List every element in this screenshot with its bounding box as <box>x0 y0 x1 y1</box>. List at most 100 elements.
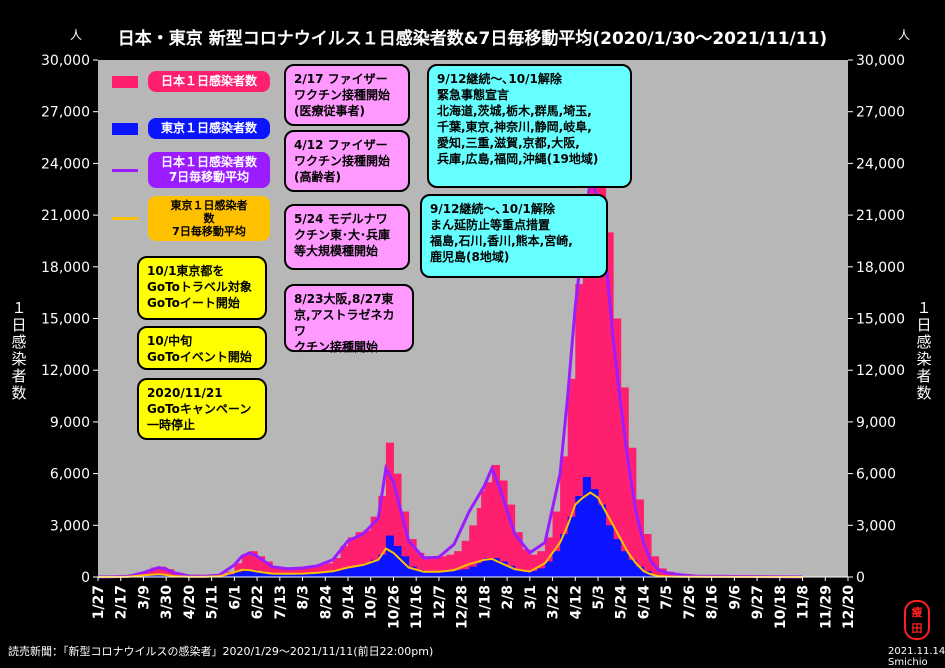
y-tick-label: 12,000 <box>856 363 905 379</box>
x-tick-label: 5/24 <box>614 585 630 620</box>
bar <box>598 504 607 577</box>
note-astrazeneca: 8/23大阪,8/27東 京,アストラゼネカワ クチン接種開始 <box>284 284 414 354</box>
bar <box>522 571 531 577</box>
bar <box>438 556 447 577</box>
bar <box>628 559 637 577</box>
bar <box>476 508 485 577</box>
x-tick-label: 7/13 <box>273 585 289 619</box>
legend-swatch <box>112 122 138 135</box>
x-tick-label: 3/1 <box>523 585 539 610</box>
bar <box>158 566 167 577</box>
bar <box>522 549 531 577</box>
note-goto-travel: 10/1東京都を GoToトラベル対象 GoToイート開始 <box>137 256 267 320</box>
bar <box>264 572 273 577</box>
y-tick-label: 6,000 <box>856 467 896 483</box>
x-tick-label: 3/30 <box>159 585 175 620</box>
x-tick-label: 3/22 <box>546 585 562 619</box>
x-axis-ticks: 1/27 2/17 3/9 3/30 4/20 5/11 6/1 6/22 7/13 8/3 8/2… <box>91 576 857 629</box>
bar <box>249 569 258 577</box>
bar <box>590 132 599 577</box>
note-moderna: 5/24 モデルナワ クチン東･大･兵庫 等大規模種開始 <box>284 204 410 270</box>
bar <box>317 564 326 577</box>
bar <box>590 489 599 577</box>
left-y-unit: 人 <box>70 28 83 42</box>
legend-japan-average: 日本１日感染者数 7日毎移動平均 <box>112 152 270 188</box>
bar <box>264 561 273 577</box>
bar <box>529 554 538 577</box>
bar <box>401 511 410 577</box>
y-tick-label: 18,000 <box>41 260 90 276</box>
bar <box>317 572 326 577</box>
bar <box>514 569 523 577</box>
y-tick-label: 30,000 <box>856 53 905 69</box>
bar <box>454 570 463 577</box>
note-goto-event: 10/中旬 GoToイベント開始 <box>137 326 267 370</box>
tokyo-daily-bars <box>105 477 713 577</box>
legend-label: 日本１日感染者数 7日毎移動平均 <box>148 152 270 188</box>
bar <box>560 456 569 577</box>
bar <box>363 563 372 577</box>
bar <box>325 572 334 577</box>
bar <box>446 570 455 577</box>
x-tick-label: 11/29 <box>818 585 834 629</box>
bar <box>635 566 644 577</box>
legend-label: 日本１日感染者数 <box>148 71 270 92</box>
bar <box>605 232 614 578</box>
bar <box>416 552 425 577</box>
bar <box>340 568 349 577</box>
bar <box>461 569 470 577</box>
bar <box>560 533 569 577</box>
bar <box>272 573 281 577</box>
x-tick-label: 2/8 <box>500 585 516 610</box>
bar <box>423 556 432 577</box>
legend-swatch <box>112 217 138 220</box>
bar <box>340 545 349 577</box>
bar <box>598 163 607 577</box>
bar <box>620 551 629 577</box>
x-tick-label: 5/3 <box>591 585 607 610</box>
author-date: 2021.11.14 Smichio <box>888 646 945 668</box>
bar <box>158 574 167 577</box>
bar <box>476 563 485 577</box>
y-tick-label: 12,000 <box>41 363 90 379</box>
left-y-axis-label: １日感染者数 <box>11 299 27 402</box>
bar <box>355 532 364 577</box>
legend-japan-daily: 日本１日感染者数 <box>112 71 270 92</box>
bar <box>279 573 288 577</box>
note-pfizer-medical: 2/17 ファイザー ワクチン接種開始 (医療従事者) <box>284 64 410 126</box>
x-tick-label: 5/11 <box>205 585 221 619</box>
bar <box>628 447 637 577</box>
bar <box>408 539 417 577</box>
x-tick-label: 4/12 <box>568 585 584 619</box>
bar <box>431 571 440 577</box>
bar <box>302 567 311 577</box>
chart-title: 日本・東京 新型コロナウイルス１日感染者数&7日毎移動平均(2020/1/30～… <box>117 29 828 49</box>
bar <box>484 558 493 577</box>
y-tick-label: 3,000 <box>856 518 896 534</box>
bar <box>461 540 470 577</box>
bar <box>567 516 576 577</box>
bar <box>310 566 319 577</box>
x-tick-label: 9/14 <box>341 585 357 620</box>
right-y-axis-label: １日感染者数 <box>916 299 932 402</box>
x-tick-label: 11/16 <box>409 585 425 629</box>
bar <box>241 554 251 577</box>
bar <box>257 570 266 577</box>
legend-tokyo-daily: 東京１日感染者数 <box>112 118 270 139</box>
bar <box>643 570 652 577</box>
bar <box>385 535 394 577</box>
bar <box>514 532 523 577</box>
x-tick-label: 12/7 <box>432 585 448 619</box>
bar <box>348 537 357 577</box>
y-tick-label: 3,000 <box>50 518 90 534</box>
bar <box>249 551 258 577</box>
x-tick-label: 10/18 <box>773 585 789 629</box>
bar <box>401 556 410 577</box>
y-tick-label: 9,000 <box>856 415 896 431</box>
x-tick-label: 12/20 <box>841 585 857 629</box>
x-tick-label: 10/26 <box>386 585 402 629</box>
bar <box>507 504 516 577</box>
bar <box>325 563 334 577</box>
note-priority-measures: 9/12継続～､10/1解除 まん延防止等重点措置 福島,石川,香川,熊本,宮崎… <box>420 194 608 278</box>
x-tick-label: 7/26 <box>682 585 698 619</box>
